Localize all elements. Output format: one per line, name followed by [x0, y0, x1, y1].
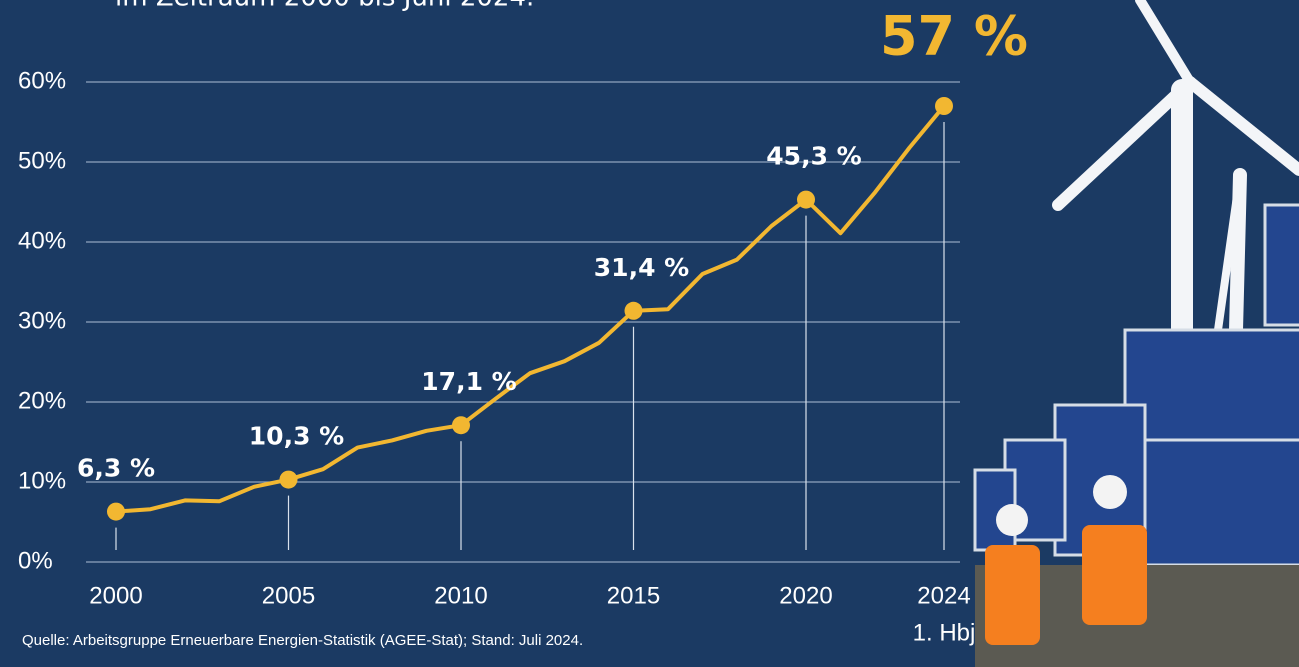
x-tick-label: 2010	[434, 582, 487, 609]
y-tick-label: 10%	[18, 467, 66, 494]
x-tick-label: 2024	[917, 582, 970, 609]
x-tick-label: 2005	[262, 582, 315, 609]
y-tick-label: 20%	[18, 387, 66, 414]
value-label: 17,1 %	[421, 367, 516, 396]
data-point	[624, 301, 643, 320]
x-tick-label: 2000	[89, 582, 142, 609]
value-label: 57 %	[880, 5, 1028, 68]
x-tick-label: 2020	[779, 582, 832, 609]
chart-subtitle: im Zeitraum 2000 bis Juni 2024.	[115, 0, 534, 13]
solar-panels	[973, 203, 1299, 567]
wind-turbine	[1052, 0, 1299, 341]
y-tick-label: 50%	[18, 147, 66, 174]
workers	[985, 475, 1147, 645]
decoration-photo	[973, 0, 1299, 667]
data-point	[797, 190, 815, 209]
data-point	[935, 97, 953, 115]
y-tick-label: 0%	[18, 547, 53, 574]
y-tick-label: 60%	[18, 67, 66, 94]
value-label: 10,3 %	[249, 422, 344, 451]
source-note: Quelle: Arbeitsgruppe Erneuerbare Energi…	[22, 632, 583, 649]
data-point	[452, 416, 470, 435]
data-point	[107, 502, 125, 521]
value-label: 45,3 %	[766, 142, 861, 171]
x-tick-label: 2015	[607, 582, 660, 609]
data-point	[279, 470, 298, 489]
value-label: 6,3 %	[77, 454, 155, 483]
y-tick-label: 40%	[18, 227, 66, 254]
x-tick-note: 1. Hbj	[913, 619, 976, 646]
y-tick-label: 30%	[18, 307, 66, 334]
value-label: 31,4 %	[594, 253, 689, 282]
